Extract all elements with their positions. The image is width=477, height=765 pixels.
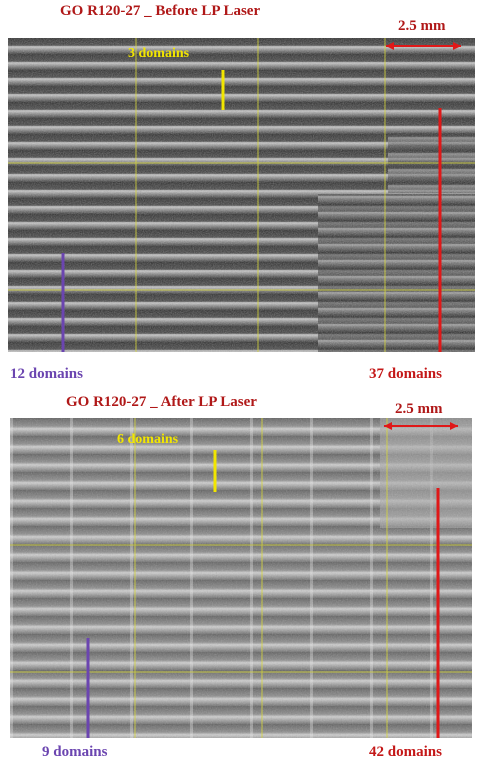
top-center-annotation: 3 domains (128, 46, 190, 61)
bottom-left-annotation: 9 domains (42, 744, 108, 760)
top-scale-label: 2.5 mm (398, 18, 446, 34)
bottom-scale-label: 2.5 mm (395, 401, 443, 417)
bottom-domain-image (10, 418, 472, 738)
top-title: GO R120-27 _ Before LP Laser (60, 3, 261, 19)
bottom-title: GO R120-27 _ After LP Laser (66, 394, 257, 410)
top-left-annotation: 12 domains (10, 366, 83, 382)
top-domain-image (8, 38, 475, 352)
bottom-center-annotation: 6 domains (117, 432, 179, 447)
bottom-right-annotation: 42 domains (369, 744, 442, 760)
top-right-annotation: 37 domains (369, 366, 442, 382)
